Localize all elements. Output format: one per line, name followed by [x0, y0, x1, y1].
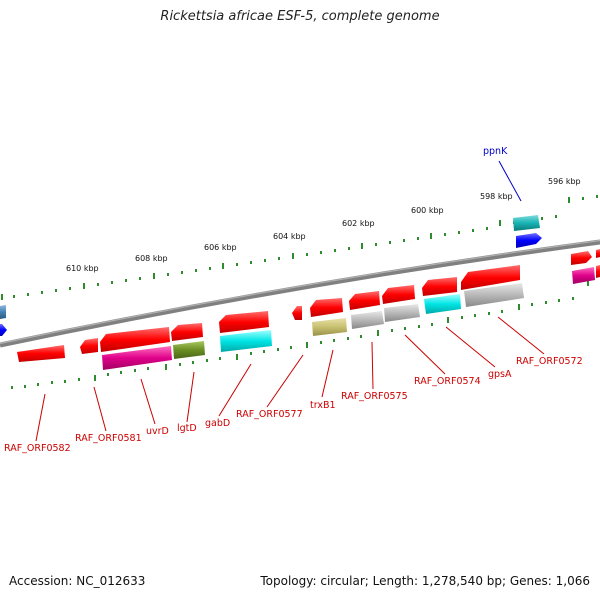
gene-ppnK — [516, 233, 542, 248]
gene-gpsA-bar — [464, 283, 524, 307]
gene-red-mid — [349, 291, 380, 310]
reverse-genes — [17, 265, 600, 370]
kbp-label: 602 kbp — [342, 219, 375, 228]
inner-scale — [11, 280, 589, 389]
kbp-label: 600 kbp — [411, 206, 444, 215]
gene-uvrD — [100, 327, 170, 352]
gene-RAF_ORF0574 — [422, 277, 457, 296]
gene-red-right-inner — [596, 265, 600, 278]
gene-trxB1 — [312, 318, 347, 336]
gene-cyan-1 — [424, 294, 461, 314]
outer-scale: 596 kbp 598 kbp 600 kbp 602 kbp 604 kbp … — [1, 177, 598, 300]
gene-label-lgtD: lgtD — [177, 423, 197, 434]
gene-RAF_ORF0572 — [461, 265, 520, 290]
gene-red-right — [571, 251, 592, 265]
gene-labels: ppnK RAF_ORF0572 gpsA RAF_ORF0574 RAF_OR… — [4, 146, 583, 454]
gene-gray-2 — [384, 304, 420, 322]
gene-label-RAF_ORF0577: RAF_ORF0577 — [236, 409, 303, 420]
genome-backbone — [0, 239, 600, 348]
gene-label-trxB1: trxB1 — [310, 400, 336, 411]
gene-magenta-right — [572, 267, 595, 284]
gene-label-RAF_ORF0582: RAF_ORF0582 — [4, 443, 71, 454]
kbp-labels: 596 kbp 598 kbp 600 kbp 602 kbp 604 kbp … — [66, 177, 581, 273]
gene-gabD — [219, 311, 269, 333]
gene-label-RAF_ORF0572: RAF_ORF0572 — [516, 356, 583, 367]
gene-teal-fwd — [513, 215, 540, 231]
gene-magenta — [102, 346, 172, 370]
gene-label-RAF_ORF0581: RAF_ORF0581 — [75, 433, 142, 444]
accession-text: Accession: NC_012633 — [9, 574, 146, 588]
kbp-label: 604 kbp — [273, 232, 306, 241]
gene-label-gabD: gabD — [205, 418, 230, 429]
gene-RAF_ORF0581 — [80, 338, 98, 354]
kbp-label: 596 kbp — [548, 177, 581, 186]
kbp-label: 610 kbp — [66, 264, 99, 273]
gene-steel-left — [0, 305, 6, 319]
topology-summary: Topology: circular; Length: 1,278,540 bp… — [260, 574, 590, 588]
gene-label-RAF_ORF0575: RAF_ORF0575 — [341, 391, 408, 402]
outer-scale-ticks — [1, 195, 598, 300]
kbp-label: 606 kbp — [204, 243, 237, 252]
map-title: Rickettsia africae ESF-5, complete genom… — [160, 9, 440, 24]
leader-lines — [35, 160, 545, 442]
gene-label-uvrD: uvrD — [146, 426, 169, 437]
gene-label-ppnK: ppnK — [483, 146, 508, 157]
gene-RAF_ORF0575 — [382, 285, 415, 304]
gene-RAF_ORF0582 — [17, 345, 65, 362]
kbp-label: 608 kbp — [135, 254, 168, 263]
gene-label-RAF_ORF0574: RAF_ORF0574 — [414, 376, 481, 387]
gene-lgtD — [171, 323, 203, 341]
gene-red-3 — [310, 298, 343, 317]
forward-genes — [0, 215, 600, 336]
gene-cyan-2 — [220, 330, 272, 352]
gene-red-right-edge — [596, 249, 600, 258]
genome-backbone-highlight — [0, 239, 600, 345]
gene-blue-left — [0, 324, 7, 336]
gene-label-gpsA: gpsA — [488, 369, 512, 380]
gene-RAF_ORF0577 — [292, 306, 302, 320]
kbp-label: 598 kbp — [480, 192, 513, 201]
gene-gray-3 — [351, 311, 384, 329]
gene-olive — [173, 341, 205, 359]
